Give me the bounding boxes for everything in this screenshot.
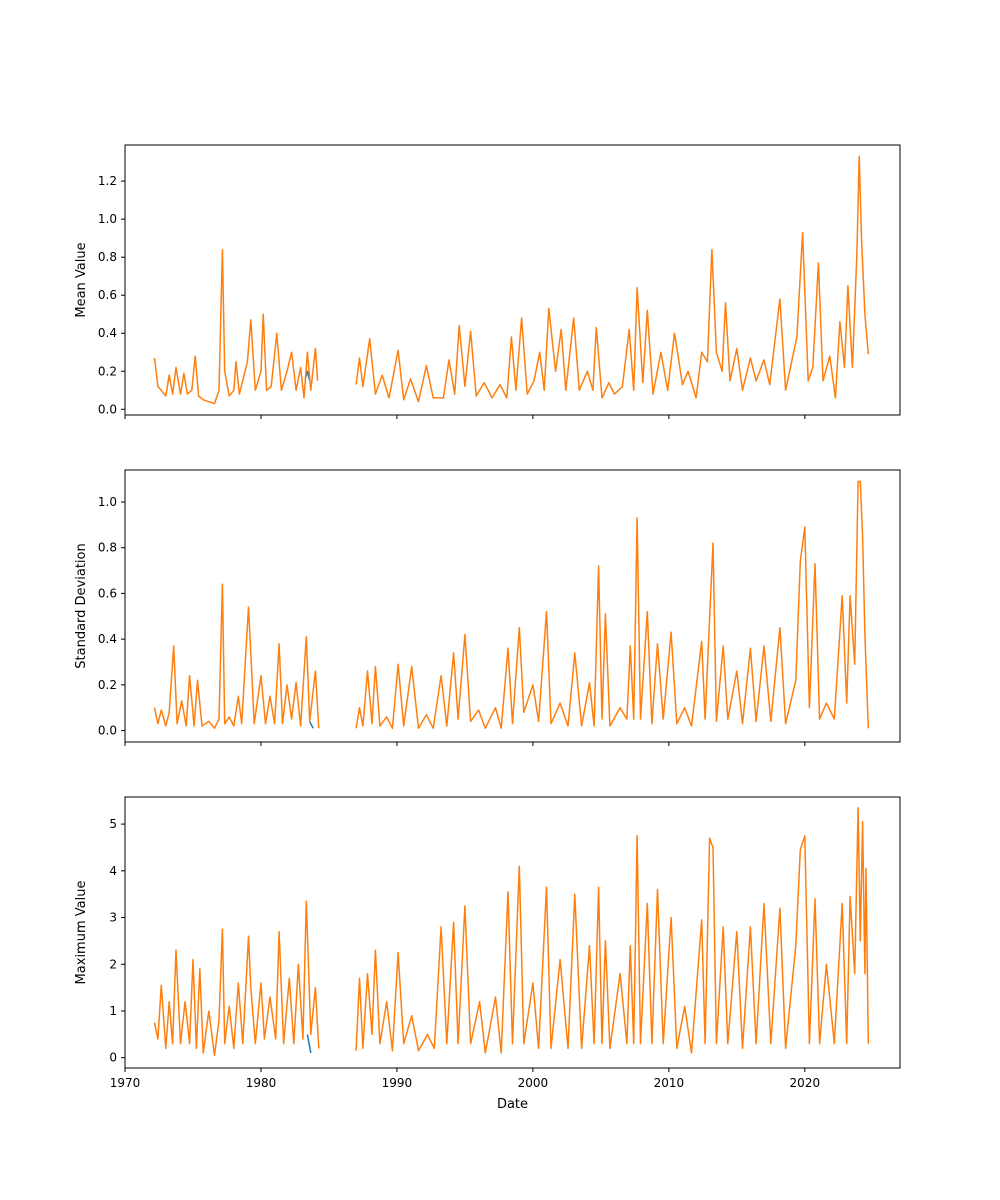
panel-3: 1970 1980 1990 2000 2010 2020 0 1 2 3 4 5 Maximum Va…	[74, 796, 901, 1112]
y-axis-label: Standard Deviation	[74, 543, 89, 668]
x-tick-label: 2000	[518, 1076, 549, 1090]
y-tick-label: 0.8	[98, 250, 117, 264]
y-tick-label: 0.0	[98, 724, 117, 738]
y-tick-label: 4	[109, 864, 117, 878]
series-line-1	[309, 721, 314, 729]
x-tick-label: 1970	[110, 1076, 141, 1090]
series-group	[153, 806, 870, 1057]
y-tick-label: 0.2	[98, 364, 117, 378]
y-axis-label: Mean Value	[74, 242, 89, 317]
y-tick-label: 0.2	[98, 678, 117, 692]
y-tick-label: 0.4	[98, 632, 117, 646]
axes-frame	[124, 144, 901, 416]
series-line-1	[306, 1034, 312, 1054]
y-tick-label: 0.4	[98, 326, 117, 340]
y-tick-label: 0.0	[98, 402, 117, 416]
y-tick-label: 0.6	[98, 586, 117, 600]
axes-frame	[124, 796, 901, 1069]
panel-1: 0.0 0.2 0.4 0.6 0.8 1.0 1.2 Mean Value	[74, 144, 901, 419]
series-line-2	[153, 155, 870, 405]
y-tick-label: 0	[109, 1051, 117, 1065]
y-tick-label: 1.0	[98, 495, 117, 509]
y-tick-label: 0.8	[98, 541, 117, 555]
y-axis-label: Maximum Value	[74, 881, 89, 985]
x-tick-label: 1980	[246, 1076, 277, 1090]
axes-frame	[124, 469, 901, 743]
plot-area	[125, 145, 900, 415]
plot-area	[125, 470, 900, 742]
y-tick-label: 0.6	[98, 288, 117, 302]
x-tick-label: 2020	[790, 1076, 821, 1090]
y-tick-label: 1.0	[98, 212, 117, 226]
series-group	[153, 155, 870, 405]
x-axis-label: Date	[497, 1097, 528, 1112]
y-tick-label: 2	[109, 957, 117, 971]
series-group	[153, 480, 870, 730]
x-tick-label: 2010	[654, 1076, 685, 1090]
panels: 0.0 0.2 0.4 0.6 0.8 1.0 1.2 Mean Value 0.0 0.2 0.4…	[74, 144, 901, 1112]
x-tick-label: 1990	[382, 1076, 413, 1090]
y-tick-label: 1.2	[98, 174, 117, 188]
y-tick-label: 5	[109, 817, 117, 831]
y-tick-label: 3	[109, 911, 117, 925]
series-line-2	[153, 806, 870, 1057]
series-line-2	[153, 480, 870, 730]
panel-2: 0.0 0.2 0.4 0.6 0.8 1.0 Standard Deviation	[74, 469, 901, 746]
y-tick-label: 1	[109, 1004, 117, 1018]
